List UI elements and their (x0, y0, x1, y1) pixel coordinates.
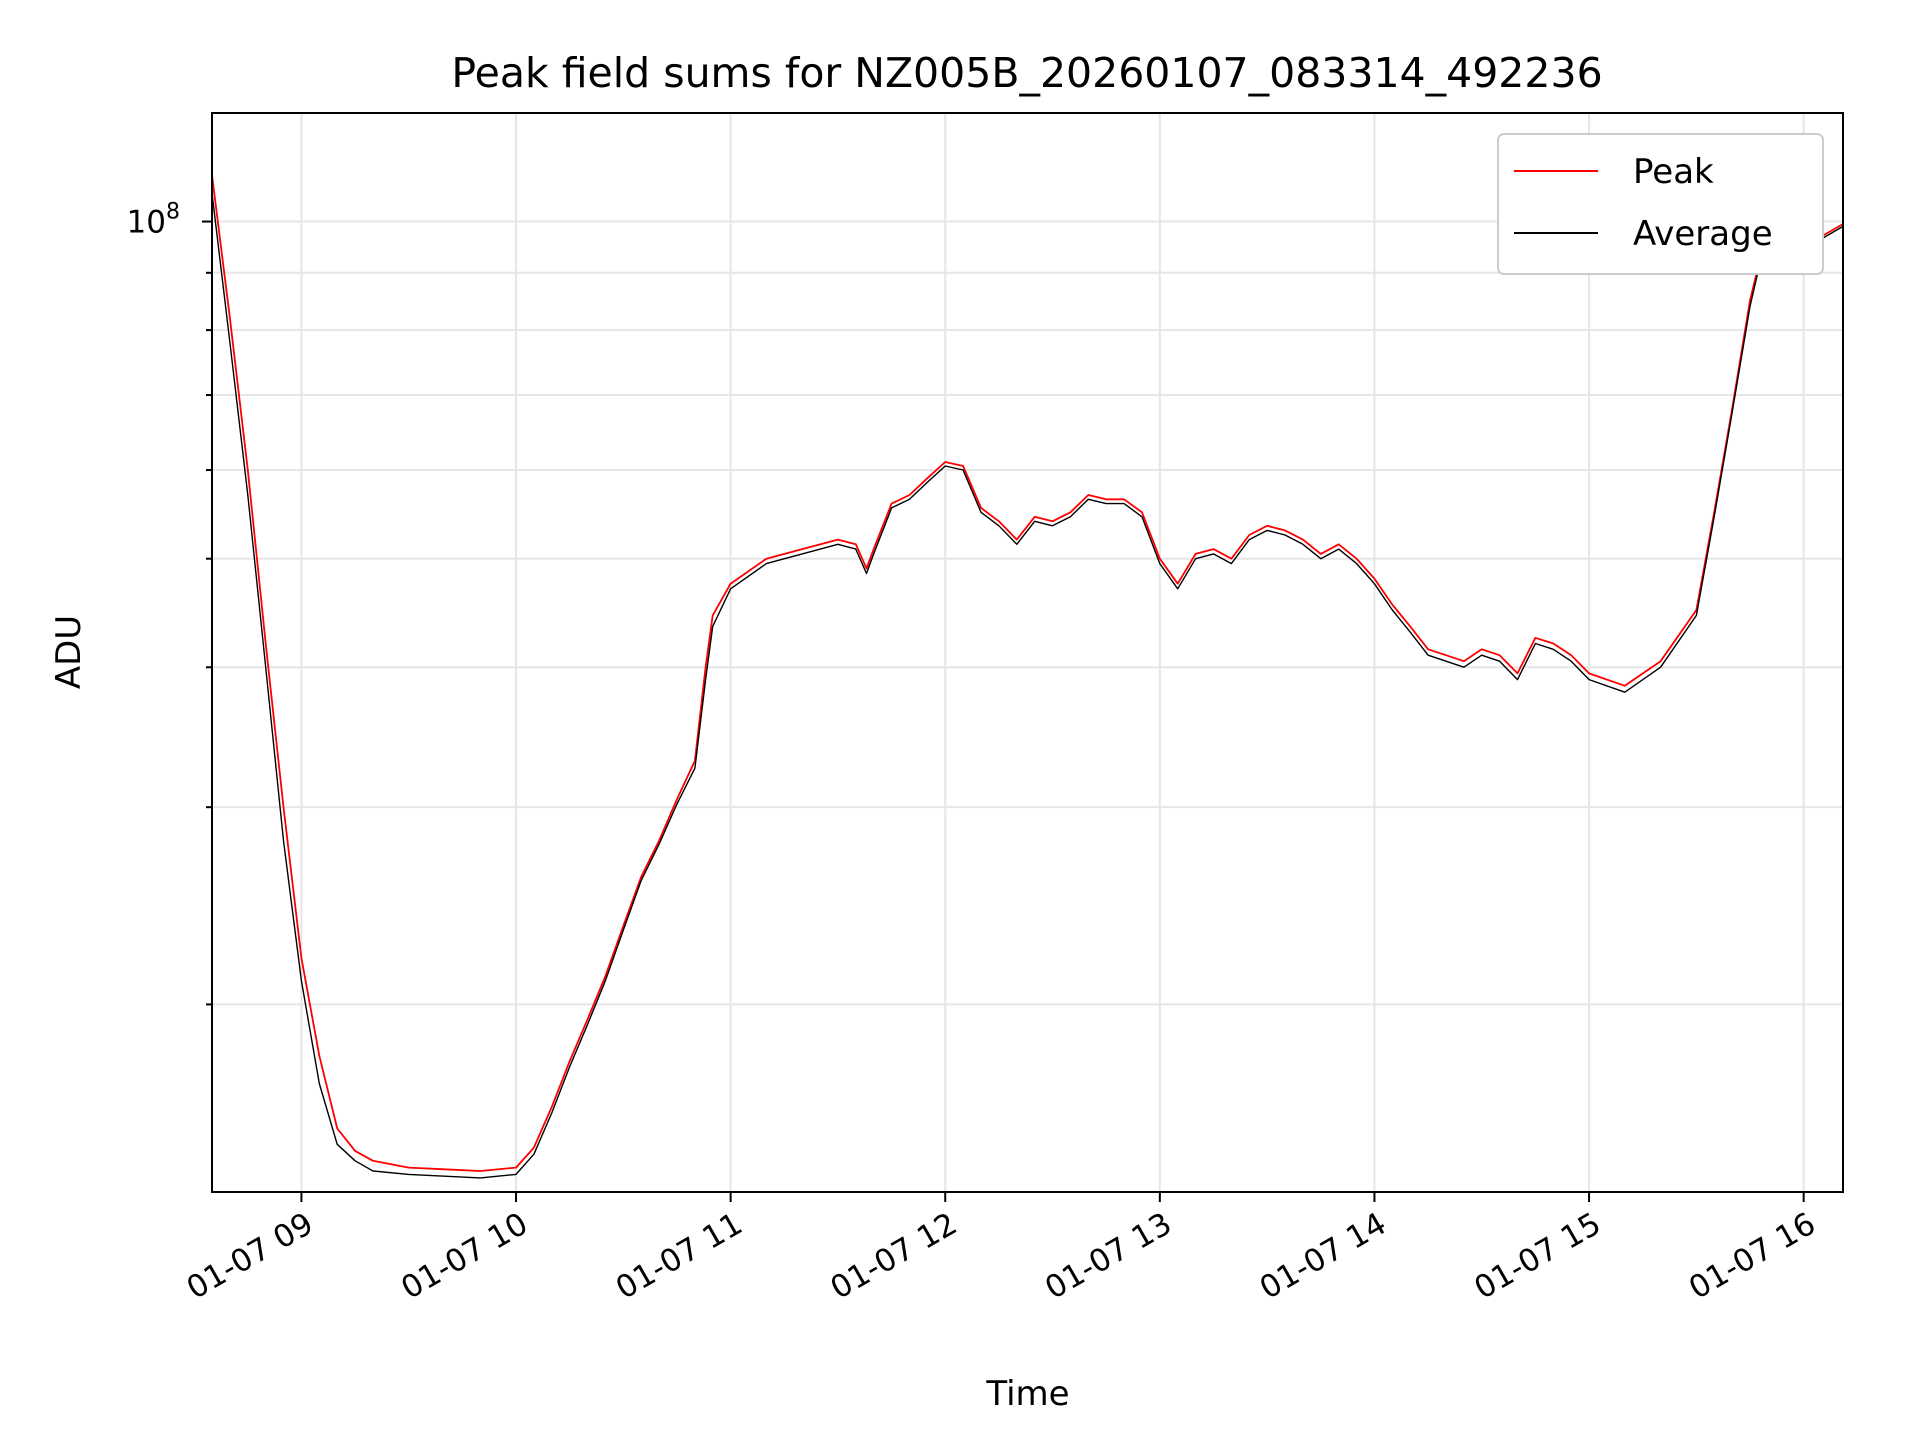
legend: Peak Average (1497, 133, 1824, 275)
series-line-average (211, 193, 1844, 1179)
grid (212, 113, 1843, 1192)
x-axis-label: Time (985, 1374, 1069, 1414)
y-axis-label: ADU (49, 615, 89, 689)
legend-box (1497, 133, 1824, 275)
chart-title: Peak field sums for NZ005B_20260107_0833… (451, 49, 1602, 97)
y-tick-base: 10 (127, 205, 166, 241)
legend-label-peak: Peak (1633, 152, 1714, 192)
y-axis: 108 (127, 200, 212, 1006)
plot-frame (211, 112, 1844, 1193)
series-line-peak (211, 175, 1844, 1172)
y-tick-label: 108 (127, 200, 180, 241)
y-tick-exponent: 8 (166, 200, 180, 225)
legend-label-average: Average (1633, 214, 1773, 254)
series-layer (211, 175, 1844, 1179)
